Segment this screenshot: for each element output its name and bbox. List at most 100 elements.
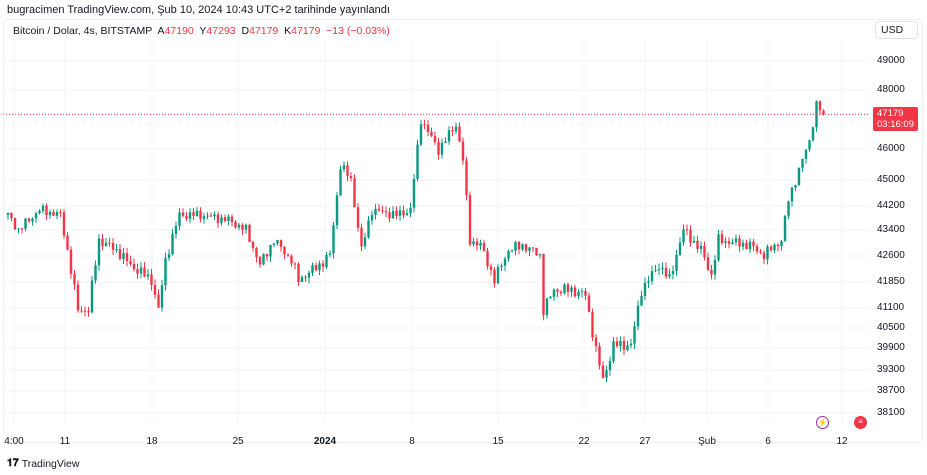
candle-body <box>188 212 192 219</box>
candle-body <box>538 254 542 256</box>
candle-body <box>216 214 220 224</box>
time-axis-label: Şub <box>698 436 716 447</box>
candle-body <box>118 248 122 260</box>
candle-body <box>293 263 297 265</box>
candle-body <box>244 224 248 230</box>
candle-body <box>402 210 405 216</box>
candle-body <box>549 296 552 299</box>
lightning-event-icon[interactable]: ⚡ <box>816 416 829 429</box>
symbol-name[interactable]: Bitcoin / Dolar, 4s, BITSTAMP <box>13 25 153 37</box>
candle-body <box>48 211 52 216</box>
last-price: 47179 <box>877 108 904 119</box>
candle-body <box>461 141 465 161</box>
candle-body <box>27 218 31 222</box>
candle-body <box>419 124 423 145</box>
candle-body <box>556 289 559 292</box>
open-value: 47190 <box>164 25 194 37</box>
candle-body <box>283 246 286 255</box>
candle-body <box>759 251 762 253</box>
candle-body <box>209 215 213 217</box>
candle-body <box>647 281 650 283</box>
candle-body <box>454 126 458 132</box>
candle-body <box>146 274 150 277</box>
price-axis-label: 46000 <box>877 143 905 154</box>
candle-body <box>227 216 230 221</box>
candle-body <box>587 295 591 312</box>
candle-body <box>706 257 710 270</box>
candle-body <box>650 271 654 282</box>
candle-body <box>248 224 251 242</box>
tradingview-logo: 𝟏𝟕 TradingView <box>7 457 79 470</box>
candle-body <box>633 326 636 344</box>
candle-body <box>101 238 104 247</box>
candle-body <box>671 270 675 275</box>
symbol-legend: Bitcoin / Dolar, 4s, BITSTAMP A47190 Y47… <box>13 25 390 37</box>
candle-body <box>675 254 678 271</box>
candle-body <box>279 240 283 247</box>
price-axis-label: 39900 <box>877 342 905 353</box>
candle-body <box>262 253 265 265</box>
candlestick-chart[interactable] <box>0 40 872 425</box>
candle-body <box>276 240 279 244</box>
candle-body <box>10 212 13 219</box>
currency-button[interactable]: USD <box>875 21 918 39</box>
candle-body <box>255 247 258 257</box>
candle-body <box>542 254 545 315</box>
candle-body <box>727 241 731 244</box>
candle-body <box>752 241 755 247</box>
candle-body <box>783 215 787 242</box>
candle-body <box>356 207 360 228</box>
time-axis-label: 2024 <box>313 436 337 447</box>
candle-body <box>111 242 115 250</box>
candle-body <box>104 242 108 247</box>
candle-body <box>199 210 202 219</box>
candle-body <box>584 290 587 296</box>
candle-body <box>437 142 440 155</box>
candle-body <box>164 257 167 286</box>
candle-body <box>612 341 615 362</box>
candle-body <box>594 337 598 347</box>
candle-body <box>307 272 311 278</box>
low-label: D <box>241 25 250 37</box>
candle-body <box>545 298 549 315</box>
high-value: 47293 <box>206 25 236 37</box>
candle-body <box>318 263 321 271</box>
candle-body <box>108 242 111 244</box>
price-axis-label: 41850 <box>877 276 905 287</box>
candle-body <box>440 142 444 155</box>
candle-body <box>83 310 87 312</box>
candle-body <box>139 267 143 274</box>
candle-body <box>787 201 790 216</box>
candle-body <box>535 247 538 256</box>
candle-body <box>703 246 706 258</box>
candle-body <box>580 290 584 292</box>
candle-body <box>325 254 328 267</box>
candle-body <box>412 179 416 208</box>
candle-body <box>717 234 720 260</box>
candle-body <box>619 340 622 347</box>
candle-body <box>150 274 153 285</box>
candle-body <box>780 241 783 247</box>
price-axis-label: 38700 <box>877 385 905 396</box>
close-value: 47179 <box>291 25 321 37</box>
candle-body <box>755 246 759 252</box>
candle-body <box>374 208 377 216</box>
candle-body <box>258 256 262 265</box>
time-axis-label: 22 <box>578 436 590 447</box>
candle-body <box>433 135 437 143</box>
candle-body <box>426 124 430 132</box>
candle-body <box>328 253 332 255</box>
candle-body <box>314 265 318 271</box>
candle-body <box>493 269 496 284</box>
candle-body <box>496 266 500 284</box>
us-flag-event-icon[interactable]: ≡ <box>854 416 867 429</box>
candle-body <box>220 217 223 224</box>
price-axis-label: 44200 <box>877 200 905 211</box>
candle-body <box>69 249 73 274</box>
candle-body <box>192 212 195 217</box>
candle-body <box>384 211 388 213</box>
price-axis-label: 42600 <box>877 250 905 261</box>
candle-body <box>304 277 307 279</box>
time-axis-label: 11 <box>59 436 71 447</box>
time-axis-label: 4:00 <box>4 436 24 447</box>
